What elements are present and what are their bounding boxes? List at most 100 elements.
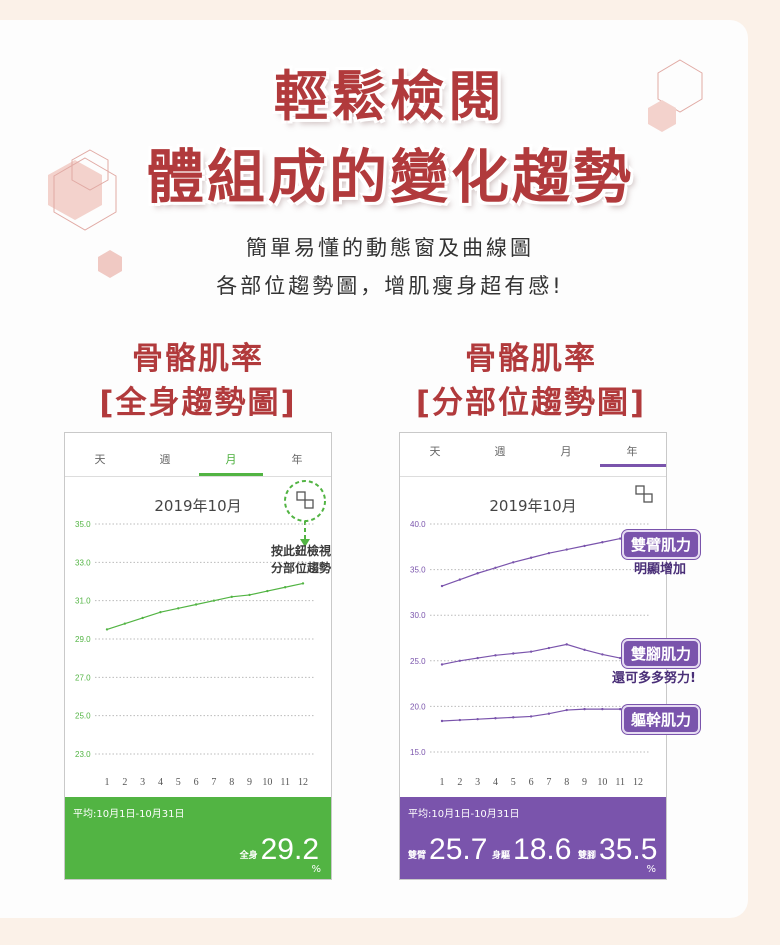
y-tick-label: 29.0 bbox=[75, 635, 91, 644]
y-tick-label: 23.0 bbox=[75, 750, 91, 759]
y-tick-label: 40.0 bbox=[410, 520, 426, 529]
arms-callout: 雙臂肌力 bbox=[622, 530, 701, 559]
data-point bbox=[476, 717, 479, 721]
x-tick-label: 8 bbox=[229, 777, 234, 788]
x-tick-label: 3 bbox=[475, 777, 480, 788]
data-point bbox=[194, 603, 198, 606]
y-tick-label: 30.0 bbox=[410, 611, 426, 620]
data-point bbox=[476, 572, 479, 575]
y-tick-label: 25.0 bbox=[75, 712, 91, 721]
x-tick-label: 10 bbox=[597, 777, 607, 788]
active-tab-indicator bbox=[199, 473, 263, 476]
y-tick-label: 35.0 bbox=[410, 566, 426, 575]
x-tick-label: 11 bbox=[280, 777, 290, 788]
data-point bbox=[248, 593, 251, 597]
x-tick-label: 2 bbox=[457, 777, 462, 788]
avg-range: 平均:10月1日-10月31日 bbox=[408, 809, 520, 820]
hint-text: 按此鈕檢視 分部位趨勢 bbox=[271, 543, 331, 577]
data-point bbox=[105, 628, 109, 631]
data-point bbox=[494, 717, 497, 720]
tab-year[interactable]: 年 bbox=[626, 445, 638, 458]
series-line bbox=[106, 582, 304, 630]
tab-month[interactable]: 月 bbox=[560, 445, 572, 458]
data-point bbox=[618, 656, 622, 660]
left-section-title: 骨骼肌率 [全身趨勢圖] bbox=[48, 337, 348, 425]
whole-body-trend-screen: 天 週 月 年 2019年10月 按此鈕檢視 分部位趨勢 35.0 33.0 31.… bbox=[64, 432, 332, 880]
x-tick-label: 4 bbox=[493, 777, 498, 788]
data-point bbox=[529, 650, 533, 653]
data-point bbox=[547, 712, 551, 715]
tab-week[interactable]: 週 bbox=[494, 445, 506, 458]
data-point bbox=[458, 659, 462, 662]
data-point bbox=[529, 556, 533, 559]
x-tick-label: 2 bbox=[122, 777, 127, 788]
data-point bbox=[601, 541, 604, 544]
avg-range: 平均:10月1日-10月31日 bbox=[73, 809, 185, 820]
data-point bbox=[583, 707, 586, 711]
data-point bbox=[529, 715, 533, 718]
hint-line-1: 按此鈕檢視 bbox=[271, 544, 332, 558]
tab-month[interactable]: 月 bbox=[225, 453, 237, 466]
tab-year[interactable]: 年 bbox=[291, 453, 303, 466]
tab-day[interactable]: 天 bbox=[94, 453, 106, 466]
metric-value: 35.5 bbox=[599, 833, 658, 866]
data-point bbox=[565, 708, 568, 712]
x-tick-label: 4 bbox=[158, 777, 163, 788]
x-tick-label: 11 bbox=[615, 777, 625, 788]
y-tick-label: 31.0 bbox=[75, 597, 91, 606]
tab-day[interactable]: 天 bbox=[429, 445, 441, 458]
hint-line-2: 分部位趨勢 bbox=[271, 561, 332, 575]
data-point bbox=[601, 653, 604, 656]
subtitle-line-2: 各部位趨勢圖，增肌瘦身超有感! bbox=[216, 274, 564, 298]
x-tick-label: 7 bbox=[546, 777, 551, 788]
metric-label: 雙腳 bbox=[578, 851, 597, 861]
data-point bbox=[547, 551, 551, 555]
x-tick-label: 9 bbox=[582, 777, 587, 788]
y-tick-label: 27.0 bbox=[75, 673, 91, 682]
data-point bbox=[565, 643, 568, 646]
period-tabs: 天 週 月 年 bbox=[65, 433, 331, 477]
data-point bbox=[458, 718, 462, 722]
data-point bbox=[458, 578, 462, 581]
y-tick-label: 33.0 bbox=[75, 558, 91, 567]
y-tick-label: 35.0 bbox=[75, 520, 91, 529]
metric-label: 雙臂 bbox=[408, 851, 427, 861]
data-point bbox=[512, 652, 515, 655]
data-point bbox=[230, 595, 233, 599]
data-point bbox=[494, 566, 497, 569]
metric-label: 身驅 bbox=[492, 851, 511, 861]
headline-line-1: 輕鬆檢閱 bbox=[274, 65, 506, 128]
trunk-callout: 軀幹肌力 bbox=[622, 705, 701, 734]
period-tabs: 天 週 月 年 bbox=[400, 433, 666, 477]
month-label: 2019年10月 bbox=[489, 497, 577, 515]
trunk-metric: 身驅 18.6 bbox=[492, 835, 571, 865]
right-section-line-1: 骨骼肌率 bbox=[465, 341, 597, 377]
data-point bbox=[440, 719, 444, 723]
x-tick-label: 10 bbox=[262, 777, 272, 788]
tab-week[interactable]: 週 bbox=[159, 453, 171, 466]
data-point bbox=[512, 716, 515, 719]
series-line bbox=[441, 535, 639, 587]
x-tick-label: 1 bbox=[440, 777, 445, 788]
data-point bbox=[565, 548, 568, 551]
metric-value: 18.6 bbox=[513, 833, 572, 866]
x-tick-label: 12 bbox=[633, 777, 643, 788]
data-point bbox=[141, 616, 144, 620]
series-line bbox=[441, 643, 639, 666]
metric-label: 全身 bbox=[239, 851, 258, 861]
arms-note: 明顯增加 bbox=[634, 562, 687, 577]
x-tick-label: 6 bbox=[194, 777, 199, 788]
right-section-line-2: [分部位趨勢圖] bbox=[415, 385, 647, 421]
x-tick-label: 1 bbox=[105, 777, 110, 788]
data-point bbox=[618, 537, 622, 540]
left-section-line-1: 骨骼肌率 bbox=[132, 341, 264, 377]
whole-body-chart: 35.033.031.029.027.025.023.01 2 3 4 5 6 7 8 9 10 1… bbox=[75, 520, 315, 788]
headline-line-2: 體組成的變化趨勢 bbox=[145, 143, 634, 211]
data-point bbox=[283, 586, 287, 589]
y-tick-label: 25.0 bbox=[410, 657, 426, 666]
segment-view-icon[interactable] bbox=[632, 483, 656, 507]
legs-metric: 雙腳 35.5 bbox=[578, 835, 657, 865]
series-line bbox=[441, 708, 639, 722]
data-point bbox=[547, 646, 551, 650]
month-label: 2019年10月 bbox=[154, 497, 242, 515]
